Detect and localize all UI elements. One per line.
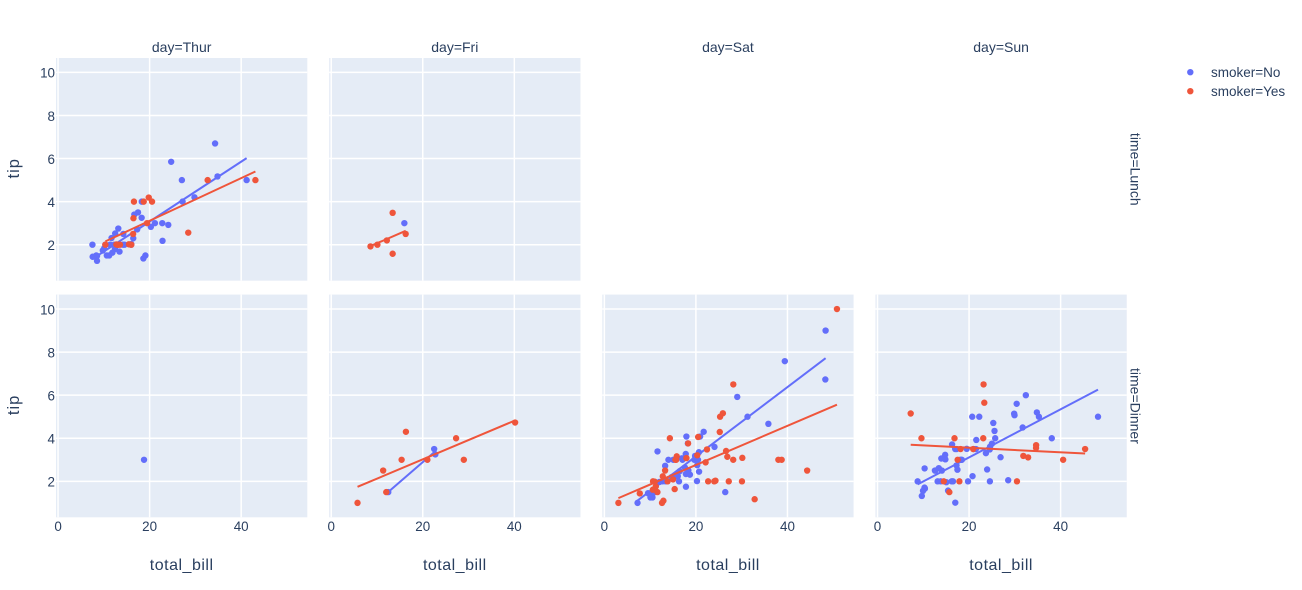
- svg-text:total_bill: total_bill: [969, 557, 1033, 574]
- svg-text:time=Dinner: time=Dinner: [1128, 368, 1144, 444]
- svg-text:6: 6: [48, 152, 55, 167]
- svg-text:total_bill: total_bill: [696, 557, 760, 574]
- svg-text:2: 2: [48, 475, 55, 490]
- svg-text:0: 0: [601, 519, 608, 534]
- svg-text:0: 0: [327, 519, 334, 534]
- svg-text:20: 20: [415, 519, 430, 534]
- svg-text:4: 4: [48, 432, 56, 447]
- svg-text:total_bill: total_bill: [150, 557, 214, 574]
- svg-text:day=Thur: day=Thur: [152, 39, 212, 55]
- svg-text:smoker=Yes: smoker=Yes: [1211, 84, 1285, 99]
- svg-text:smoker=No: smoker=No: [1211, 65, 1280, 80]
- svg-text:40: 40: [234, 519, 249, 534]
- svg-text:6: 6: [48, 388, 55, 403]
- svg-text:20: 20: [962, 519, 977, 534]
- svg-text:tip: tip: [5, 158, 23, 178]
- svg-text:40: 40: [1053, 519, 1068, 534]
- svg-text:40: 40: [507, 519, 522, 534]
- svg-text:10: 10: [40, 66, 55, 81]
- svg-text:40: 40: [780, 519, 795, 534]
- svg-text:day=Sun: day=Sun: [973, 39, 1029, 55]
- svg-text:4: 4: [48, 195, 56, 210]
- svg-text:day=Fri: day=Fri: [431, 39, 478, 55]
- svg-text:time=Lunch: time=Lunch: [1128, 133, 1144, 206]
- svg-text:10: 10: [40, 302, 55, 317]
- svg-text:8: 8: [48, 345, 55, 360]
- svg-text:total_bill: total_bill: [423, 557, 487, 574]
- svg-text:0: 0: [54, 519, 61, 534]
- svg-text:20: 20: [142, 519, 157, 534]
- svg-text:0: 0: [874, 519, 881, 534]
- svg-text:day=Sat: day=Sat: [702, 39, 754, 55]
- svg-text:2: 2: [48, 238, 55, 253]
- svg-text:tip: tip: [5, 395, 23, 415]
- svg-text:20: 20: [688, 519, 703, 534]
- svg-text:8: 8: [48, 109, 55, 124]
